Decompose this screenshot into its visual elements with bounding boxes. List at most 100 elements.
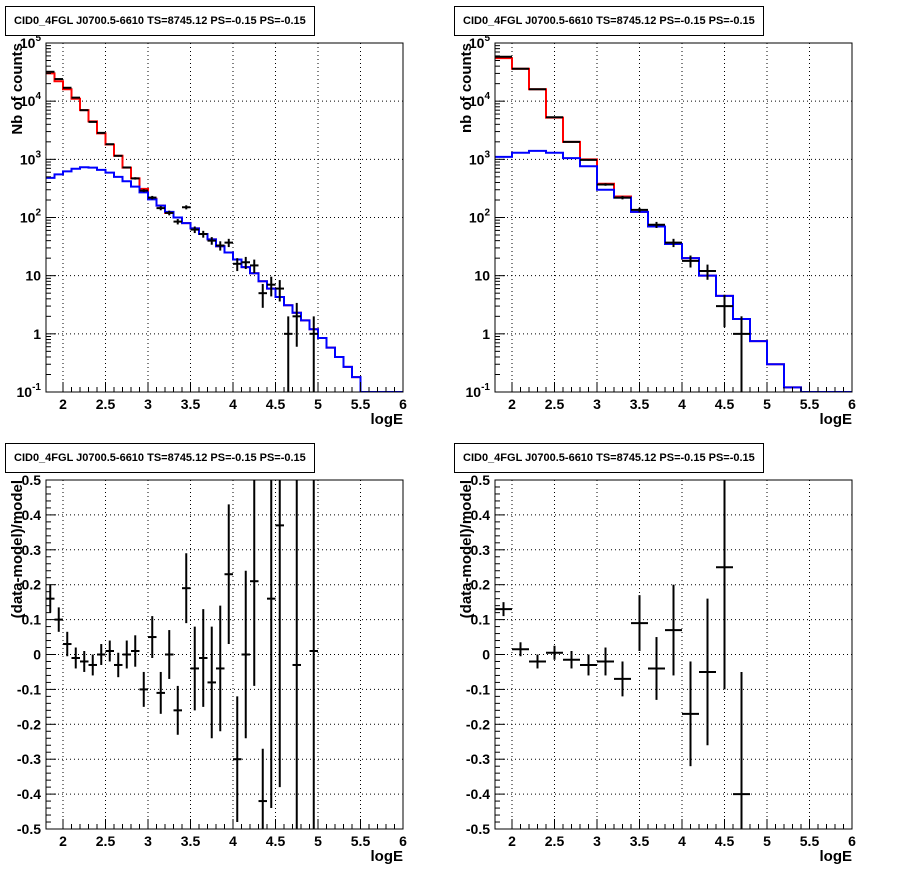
x-tick-label: 6: [399, 833, 407, 849]
x-tick-label: 2: [59, 396, 67, 412]
y-tick-label: -0.4: [17, 786, 41, 802]
data-point: [665, 584, 682, 676]
data-point: [88, 120, 97, 123]
data-point: [292, 480, 301, 829]
y-tick-label: 103: [20, 149, 42, 167]
y-tick-label: 0.4: [471, 507, 491, 523]
data-point: [241, 570, 250, 739]
data-point: [597, 183, 614, 186]
data-point: [190, 626, 199, 711]
data-points: [46, 70, 318, 392]
data-point: [148, 616, 157, 658]
data-point: [156, 671, 165, 714]
x-tick-label: 2.5: [96, 833, 116, 849]
data-point: [156, 206, 165, 211]
y-tick-label: -0.2: [17, 716, 41, 732]
x-ticks: [511, 382, 853, 392]
data-point: [139, 671, 148, 707]
data-point: [148, 195, 157, 200]
x-tick-label: 5: [763, 396, 771, 412]
data-point: [597, 647, 614, 676]
x-ticks: [62, 819, 404, 829]
y-tick-label: -0.3: [17, 751, 41, 767]
x-tick-label: 4: [229, 396, 237, 412]
y-tick-label: 104: [469, 91, 491, 109]
y-axis-label: (data-model)/model: [458, 480, 475, 618]
x-tick-label: 5.5: [800, 396, 820, 412]
y-tick-label: 10: [25, 268, 41, 284]
data-point: [207, 626, 216, 739]
y-tick-label: 10: [474, 268, 490, 284]
y-tick-label: 105: [469, 33, 491, 51]
data-point: [512, 642, 529, 657]
data-point: [250, 480, 259, 686]
x-tick-label: 2: [508, 833, 516, 849]
y-axis-label: Nb of counts: [9, 43, 26, 135]
x-tick-label: 5.5: [351, 833, 371, 849]
y-tick-label: 105: [20, 33, 42, 51]
x-tick-label: 5: [314, 833, 322, 849]
data-point: [216, 241, 225, 251]
model-total-line: [495, 57, 852, 392]
data-point: [97, 131, 106, 134]
x-tick-label: 4: [678, 833, 686, 849]
data-point: [190, 226, 199, 234]
data-point: [122, 166, 131, 169]
data-point: [182, 205, 191, 210]
data-point: [546, 645, 563, 660]
x-tick-label: 3.5: [181, 396, 201, 412]
y-tick-label: 0.1: [22, 612, 42, 628]
data-point: [631, 595, 648, 652]
data-point: [97, 644, 106, 665]
y-axis-label: (data-model)/model: [9, 480, 26, 618]
data-point: [173, 685, 182, 735]
data-point: [250, 259, 259, 274]
x-tick-label: 2.5: [545, 833, 565, 849]
data-point: [631, 207, 648, 213]
x-ticks: [511, 819, 853, 829]
data-point: [546, 116, 563, 119]
x-tick-label: 6: [848, 833, 856, 849]
x-tick-label: 2: [508, 396, 516, 412]
data-point: [292, 302, 301, 347]
y-tick-label: 0: [482, 647, 490, 663]
y-tick-label: 0.4: [22, 507, 42, 523]
data-point: [71, 647, 80, 669]
panel-bottom-left: 2 2.5 3 3.5 4 4.5 5 5.5 6 -0.5 -0.4 -0.3 -0.2 -0.1 0 0.…: [0, 437, 449, 875]
data-points: [46, 480, 318, 829]
x-tick-label: 2.5: [545, 396, 565, 412]
data-point: [207, 237, 216, 245]
data-point: [267, 480, 276, 809]
x-axis-label: logE: [371, 411, 404, 428]
data-point: [580, 158, 597, 161]
data-point: [224, 504, 233, 645]
y-tick-label: 0.3: [471, 542, 491, 558]
x-axis-label: logE: [371, 848, 404, 865]
panel-top-left: 2 2.5 3 3.5 4 4.5 5 5.5 6 10-1 1 10 102 103 104 105 logE…: [0, 0, 449, 437]
y-tick-label: 0.2: [22, 577, 42, 593]
chart-title: CID0_4FGL J0700.5-6610 TS=8745.12 PS=-0.…: [5, 443, 315, 473]
x-tick-label: 3: [593, 833, 601, 849]
x-tick-label: 3.5: [630, 833, 650, 849]
data-point: [716, 294, 733, 328]
chart-title: CID0_4FGL J0700.5-6610 TS=8745.12 PS=-0.…: [454, 443, 764, 473]
x-tick-label: 3.5: [630, 396, 650, 412]
x-tick-label: 5: [763, 833, 771, 849]
data-point: [131, 635, 140, 667]
chart-title: CID0_4FGL J0700.5-6610 TS=8745.12 PS=-0.…: [454, 6, 764, 36]
x-tick-label: 5: [314, 396, 322, 412]
data-point: [114, 154, 123, 157]
y-ticks: [46, 479, 56, 830]
y-tick-label: 0: [33, 647, 41, 663]
data-point: [284, 316, 293, 392]
x-tick-label: 3: [593, 396, 601, 412]
y-tick-label: -0.1: [17, 681, 41, 697]
model-total-line: [46, 72, 403, 392]
chart-bottom-right: 2 2.5 3 3.5 4 4.5 5 5.5 6 -0.5 -0.4 -0.3 -0.2 -0.1 0 0.…: [458, 472, 856, 865]
data-point: [267, 276, 276, 297]
y-tick-label: 1: [482, 326, 490, 342]
x-tick-label: 2.5: [96, 396, 116, 412]
data-point: [131, 177, 140, 180]
x-axis-label: logE: [820, 848, 853, 865]
x-tick-label: 3: [144, 833, 152, 849]
